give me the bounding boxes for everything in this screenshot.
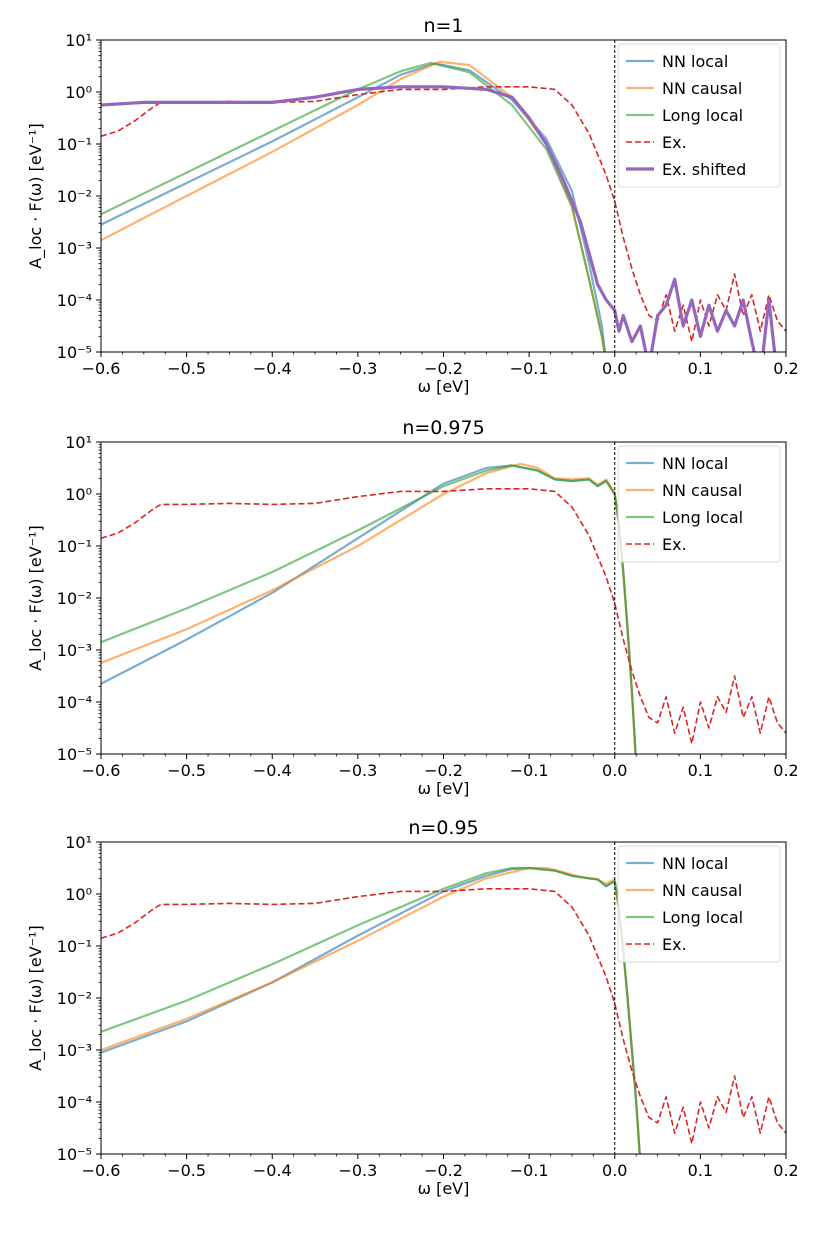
chart-1-x-tick-label: −0.2 [424, 761, 463, 780]
chart-1-legend-label-nn-causal: NN causal [662, 481, 742, 500]
chart-1-y-tick-label: 10⁻² [57, 589, 92, 608]
chart-2-y-tick-label: 10⁻² [57, 989, 92, 1008]
chart-1-legend-label-long-local: Long local [662, 508, 743, 527]
chart-1-x-tick-label: −0.3 [338, 761, 377, 780]
chart-2-x-tick-label: 0.1 [688, 1161, 713, 1180]
chart-0-x-tick-label: −0.5 [167, 359, 206, 378]
chart-2-series-long-local [101, 866, 641, 1154]
chart-1-x-tick-label: −0.6 [82, 761, 121, 780]
chart-0-series-long-local [101, 61, 606, 352]
chart-0-y-tick-label: 10⁻⁵ [57, 343, 92, 362]
chart-0-title: n=1 [423, 15, 463, 37]
chart-2-title: n=0.95 [408, 817, 478, 839]
chart-2-x-tick-label: −0.3 [338, 1161, 377, 1180]
chart-2-series-nn-local [101, 866, 641, 1154]
chart-0-x-tick-label: −0.1 [510, 359, 549, 378]
chart-0-legend-box [617, 43, 781, 188]
chart-0-y-tick-label: 10⁻⁴ [57, 291, 92, 310]
chart-0-legend-label-nn-causal: NN causal [662, 79, 742, 98]
chart-2-y-axis-label: A_loc · F(ω) [eV⁻¹] [26, 925, 46, 1071]
chart-1-y-tick-label: 10⁻⁵ [57, 745, 92, 764]
chart-2-x-tick-label: 0.0 [602, 1161, 627, 1180]
chart-0-x-tick-label: 0.1 [688, 359, 713, 378]
chart-2-legend-label-long-local: Long local [662, 908, 743, 927]
chart-2-legend-box [617, 845, 781, 963]
chart-1-series-nn-causal [101, 462, 637, 754]
chart-1-legend-box [617, 445, 781, 563]
chart-2-y-tick-label: 10⁻³ [57, 1041, 92, 1060]
chart-2-y-tick-label: 10⁰ [65, 885, 92, 904]
chart-1-x-tick-label: −0.5 [167, 761, 206, 780]
chart-0-x-axis-label: ω [eV] [418, 377, 470, 396]
chart-1-y-tick-label: 10⁰ [65, 485, 92, 504]
chart-0-x-tick-label: −0.4 [253, 359, 292, 378]
chart-0-series-ex-shifted [101, 85, 777, 352]
chart-2-x-tick-label: −0.1 [510, 1161, 549, 1180]
chart-2-legend: NN local NN causal Long local Ex. [617, 845, 781, 963]
chart-0-x-tick-label: 0.0 [602, 359, 627, 378]
chart-2-x-tick-label: −0.4 [253, 1161, 292, 1180]
chart-1-title: n=0.975 [402, 417, 484, 439]
chart-1-y-tick-label: 10⁻³ [57, 641, 92, 660]
chart-1-panel: n=0.975 −0.6 −0.5 −0.4 −0.3 −0.2 −0.1 0.0 0.1 0.2… [26, 417, 799, 798]
chart-2-y-tick-label: 10⁻¹ [57, 937, 92, 956]
chart-1-series-nn-local [101, 464, 637, 754]
chart-0-legend-label-nn-local: NN local [662, 52, 728, 71]
chart-0-y-axis-label: A_loc · F(ω) [eV⁻¹] [26, 123, 46, 269]
chart-1-y-tick-label: 10⁻¹ [57, 537, 92, 556]
chart-0-y-tick-label: 10⁻³ [57, 239, 92, 258]
chart-1-x-tick-label: −0.4 [253, 761, 292, 780]
chart-0-x-tick-label: −0.3 [338, 359, 377, 378]
chart-1-y-tick-label: 10⁻⁴ [57, 693, 92, 712]
chart-0-y-tick-label: 10¹ [65, 31, 92, 50]
chart-2-x-tick-label: −0.2 [424, 1161, 463, 1180]
chart-0-x-tick-label: −0.6 [82, 359, 121, 378]
chart-0-y-tick-label: 10⁻¹ [57, 135, 92, 154]
chart-0-panel: n=1 −0.6 −0.5 −0.4 −0.3 −0.2 −0.1 0.0 0.1 0.2 10⁻⁵… [26, 15, 799, 396]
chart-2-legend-label-ex: Ex. [662, 935, 687, 954]
chart-2-series-ex [101, 887, 786, 1145]
chart-0-y-tick-label: 10⁰ [65, 83, 92, 102]
chart-2-y-tick-label: 10⁻⁴ [57, 1093, 92, 1112]
chart-1-x-tick-label: −0.1 [510, 761, 549, 780]
chart-2-x-tick-label: −0.6 [82, 1161, 121, 1180]
chart-1-series-ex [101, 487, 786, 745]
chart-1-x-tick-label: 0.1 [688, 761, 713, 780]
chart-1-legend-label-nn-local: NN local [662, 454, 728, 473]
chart-1-x-tick-label: 0.0 [602, 761, 627, 780]
chart-1-x-axis-label: ω [eV] [418, 779, 470, 798]
chart-2-x-axis-label: ω [eV] [418, 1179, 470, 1198]
chart-0-legend-label-long-local: Long local [662, 106, 743, 125]
chart-2-legend-label-nn-local: NN local [662, 854, 728, 873]
chart-2-x-tick-label: −0.5 [167, 1161, 206, 1180]
chart-2-y-tick-label: 10⁻⁵ [57, 1145, 92, 1164]
chart-0-legend-label-ex-shifted: Ex. shifted [662, 160, 746, 179]
chart-2-series-nn-causal [101, 866, 641, 1154]
chart-1-y-tick-label: 10¹ [65, 433, 92, 452]
chart-1-legend-label-ex: Ex. [662, 535, 687, 554]
chart-2-panel: n=0.95 −0.6 −0.5 −0.4 −0.3 −0.2 −0.1 0.0 0.1 0.2 1… [26, 817, 799, 1198]
chart-0-legend: NN local NN causal Long local Ex. Ex. shifte… [617, 43, 781, 188]
chart-0-x-tick-label: −0.2 [424, 359, 463, 378]
chart-1-series-long-local [101, 464, 637, 754]
chart-1-x-tick-label: 0.2 [773, 761, 798, 780]
chart-0-x-tick-label: 0.2 [773, 359, 798, 378]
chart-0-y-tick-label: 10⁻² [57, 187, 92, 206]
chart-0-series-nn-local [101, 62, 607, 352]
chart-2-y-tick-label: 10¹ [65, 833, 92, 852]
chart-1-legend: NN local NN causal Long local Ex. [617, 445, 781, 563]
chart-2-legend-label-nn-causal: NN causal [662, 881, 742, 900]
chart-2-x-tick-label: 0.2 [773, 1161, 798, 1180]
chart-0-legend-label-ex: Ex. [662, 133, 687, 152]
chart-0-series-nn-causal [101, 60, 606, 352]
chart-1-y-axis-label: A_loc · F(ω) [eV⁻¹] [26, 525, 46, 671]
chart-0-series-ex [101, 86, 786, 343]
